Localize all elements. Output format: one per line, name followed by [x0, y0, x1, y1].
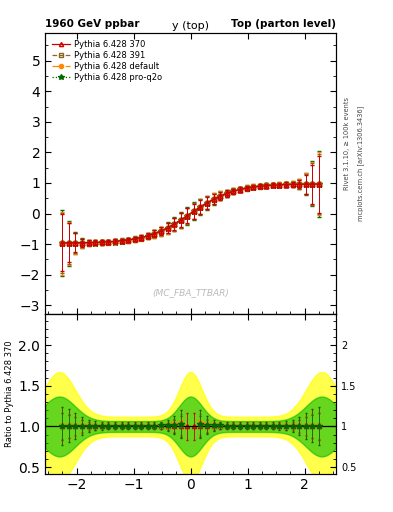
Y-axis label: Ratio to Pythia 6.428 370: Ratio to Pythia 6.428 370 [5, 340, 14, 447]
Text: mcplots.cern.ch [arXiv:1306.3436]: mcplots.cern.ch [arXiv:1306.3436] [358, 106, 364, 222]
Text: Rivet 3.1.10, ≥ 100k events: Rivet 3.1.10, ≥ 100k events [344, 97, 350, 190]
Text: (MC_FBA_TTBAR): (MC_FBA_TTBAR) [152, 288, 229, 297]
Legend: Pythia 6.428 370, Pythia 6.428 391, Pythia 6.428 default, Pythia 6.428 pro-q2o: Pythia 6.428 370, Pythia 6.428 391, Pyth… [48, 37, 165, 86]
Text: 1960 GeV ppbar: 1960 GeV ppbar [45, 19, 140, 29]
Text: Top (parton level): Top (parton level) [231, 19, 336, 29]
Title: y (top): y (top) [172, 21, 209, 31]
